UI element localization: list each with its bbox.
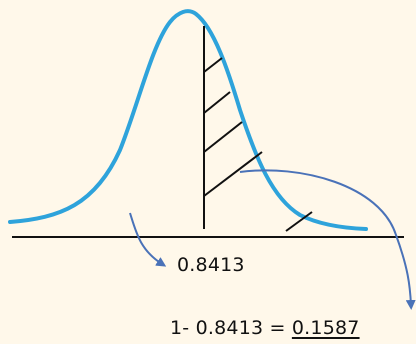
- complement-result-value: 0.1587: [291, 317, 360, 339]
- tail-area-arrow: [239, 169, 416, 310]
- left-area-arrow: [129, 212, 167, 267]
- hatch-mark: [203, 91, 231, 114]
- complement-expression: 1- 0.8413 =: [170, 317, 292, 339]
- complement-equation: 1- 0.8413 = 0.1587: [170, 317, 360, 339]
- hatch-mark: [203, 151, 263, 197]
- hatch-mark: [285, 211, 313, 232]
- left-area-value: 0.8413: [177, 254, 245, 276]
- hatch-mark: [203, 121, 243, 153]
- bell-curve: [8, 9, 368, 231]
- hatch-mark: [203, 57, 223, 73]
